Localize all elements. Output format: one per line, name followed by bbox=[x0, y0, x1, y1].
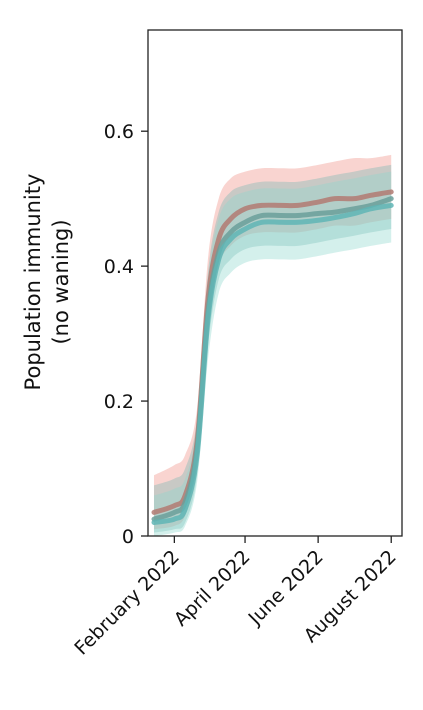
y-axis-ticks: 0 0.2 0.4 0.6 bbox=[104, 121, 148, 548]
x-tick-label: April 2022 bbox=[170, 546, 255, 631]
y-tick-label: 0 bbox=[122, 526, 134, 548]
series-lines bbox=[151, 189, 394, 526]
y-tick-label: 0.2 bbox=[104, 391, 134, 413]
series-1-band bbox=[153, 154, 392, 530]
series-3-line bbox=[151, 202, 394, 526]
plot-frame bbox=[147, 29, 403, 537]
y-tick-label: 0.6 bbox=[104, 121, 134, 143]
y-axis-label-line-2: (no waning) bbox=[49, 219, 73, 344]
x-tick-label: February 2022 bbox=[70, 546, 184, 660]
y-axis-label-line-1: Population immunity bbox=[21, 174, 45, 391]
y-tick-label: 0.4 bbox=[104, 256, 134, 278]
